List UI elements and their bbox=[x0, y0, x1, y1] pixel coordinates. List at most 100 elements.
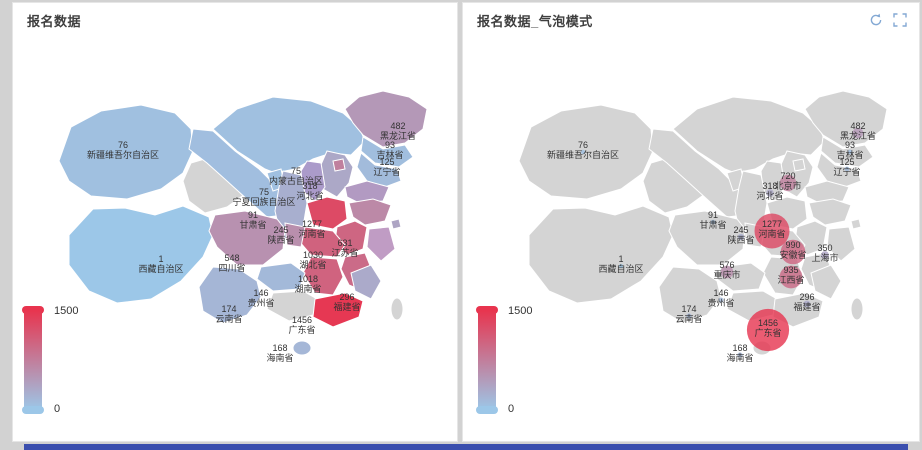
visualmap-gradient-bar[interactable] bbox=[24, 310, 42, 410]
map-label: 76 新疆维吾尔自治区 bbox=[87, 140, 159, 160]
map-region[interactable] bbox=[344, 180, 390, 204]
map-label: 318 河北省 bbox=[296, 181, 323, 201]
map-region[interactable] bbox=[332, 158, 346, 172]
map-region[interactable] bbox=[792, 158, 806, 172]
page-title: 报名数据 bbox=[27, 14, 82, 29]
map-region[interactable] bbox=[198, 266, 262, 324]
map-bubble[interactable] bbox=[779, 265, 803, 289]
map-region[interactable] bbox=[350, 264, 382, 300]
map-bubble[interactable] bbox=[754, 213, 790, 249]
map-label: 245 陕西省 bbox=[727, 225, 754, 245]
visualmap-handle-bottom[interactable] bbox=[476, 406, 498, 414]
map-label: 548 四川省 bbox=[218, 253, 245, 273]
visualmap-max-label: 1500 bbox=[508, 305, 533, 317]
map-label: 174 云南省 bbox=[675, 304, 702, 324]
map-label: 935 江西省 bbox=[777, 265, 804, 285]
visualmap-handle-bottom[interactable] bbox=[22, 406, 44, 414]
map-region[interactable] bbox=[820, 136, 874, 168]
map-bubble[interactable] bbox=[821, 251, 829, 259]
map-region[interactable] bbox=[312, 292, 364, 328]
map-region[interactable] bbox=[68, 205, 214, 304]
map-label: 1456 广东省 bbox=[754, 318, 781, 338]
map-bubble[interactable] bbox=[619, 264, 623, 268]
map-label: 350 上海市 bbox=[811, 243, 838, 263]
map-region[interactable] bbox=[390, 218, 402, 230]
map-label: 1030 湖北省 bbox=[299, 250, 326, 270]
map-label: 76 新疆维吾尔自治区 bbox=[547, 140, 619, 160]
next-section-edge-bar bbox=[24, 444, 908, 450]
visualmap-legend[interactable]: 1500 0 bbox=[22, 305, 104, 428]
visualmap-min-label: 0 bbox=[508, 403, 515, 415]
map-bubble[interactable] bbox=[847, 149, 853, 155]
map-label: 93 吉林省 bbox=[836, 140, 863, 160]
map-bubble[interactable] bbox=[737, 233, 745, 241]
map-bubble[interactable] bbox=[779, 174, 797, 192]
map-label: 91 甘肃省 bbox=[699, 210, 726, 230]
map-bubble[interactable] bbox=[720, 265, 734, 279]
map-region[interactable] bbox=[344, 90, 428, 148]
bubble-chart-panel: 报名数据_气泡模式 76 新疆维吾尔自治区 1 西藏自治区 91 甘肃省 482 黑龙江省 93… bbox=[462, 2, 920, 442]
map-region[interactable] bbox=[850, 218, 862, 230]
page-title-bubble: 报名数据_气泡模式 bbox=[477, 14, 593, 29]
map-label: 990 安徽省 bbox=[779, 240, 806, 260]
map-bubble[interactable] bbox=[746, 308, 790, 352]
map-region[interactable] bbox=[850, 297, 864, 321]
map-bubble[interactable] bbox=[737, 352, 743, 358]
map-region[interactable] bbox=[390, 297, 404, 321]
map-region[interactable] bbox=[816, 152, 862, 188]
map-label: 720 北京市 bbox=[774, 171, 801, 191]
visualmap-max-label: 1500 bbox=[54, 305, 79, 317]
map-bubble[interactable] bbox=[780, 239, 806, 265]
map-label: 1277 河南省 bbox=[758, 219, 785, 239]
map-region[interactable] bbox=[306, 196, 348, 230]
visualmap-gradient-bar[interactable] bbox=[478, 310, 496, 410]
map-region[interactable] bbox=[810, 264, 842, 300]
map-region[interactable] bbox=[356, 152, 402, 188]
map-bubble[interactable] bbox=[686, 313, 692, 319]
map-region[interactable] bbox=[528, 205, 674, 304]
map-label: 245 陕西省 bbox=[267, 225, 294, 245]
map-label: 576 重庆市 bbox=[713, 260, 740, 280]
map-bubble[interactable] bbox=[718, 297, 724, 303]
choropleth-chart-panel: 报名数据 76 新疆维吾尔自治区 1 西藏自治区 91 甘肃省 75 内蒙古自治区 75 宁夏回族… bbox=[12, 2, 458, 442]
map-region[interactable] bbox=[804, 90, 888, 148]
map-region[interactable] bbox=[360, 136, 414, 168]
map-region[interactable] bbox=[284, 222, 306, 248]
map-label: 91 甘肃省 bbox=[239, 210, 266, 230]
map-label: 482 黑龙江省 bbox=[380, 121, 416, 141]
map-region[interactable] bbox=[658, 266, 722, 324]
map-region[interactable] bbox=[348, 198, 392, 226]
map-label: 1456 广东省 bbox=[288, 315, 315, 335]
map-region[interactable] bbox=[366, 226, 396, 262]
map-region[interactable] bbox=[256, 262, 306, 292]
refresh-icon[interactable] bbox=[869, 13, 883, 27]
map-label: 168 海南省 bbox=[266, 343, 293, 363]
map-label: 93 吉林省 bbox=[376, 140, 403, 160]
map-label: 1277 河南省 bbox=[298, 219, 325, 239]
map-label: 125 辽宁省 bbox=[833, 157, 860, 177]
map-bubble[interactable] bbox=[710, 219, 716, 225]
map-label: 631 江苏省 bbox=[331, 238, 358, 258]
map-bubble[interactable] bbox=[766, 189, 774, 197]
visualmap-legend[interactable]: 1500 0 bbox=[476, 305, 558, 428]
map-bubble[interactable] bbox=[580, 149, 586, 155]
map-bubble[interactable] bbox=[844, 166, 850, 172]
fullscreen-icon[interactable] bbox=[893, 13, 907, 27]
map-region[interactable] bbox=[826, 226, 856, 262]
map-bubble[interactable] bbox=[852, 127, 864, 139]
map-label: 296 福建省 bbox=[793, 292, 820, 312]
map-label: 168 海南省 bbox=[726, 343, 753, 363]
map-bubble[interactable] bbox=[803, 300, 811, 308]
map-region[interactable] bbox=[292, 340, 312, 356]
map-label: 146 贵州省 bbox=[707, 288, 734, 308]
map-region[interactable] bbox=[804, 180, 850, 204]
map-region[interactable] bbox=[668, 210, 746, 266]
map-region[interactable] bbox=[208, 210, 286, 266]
map-label: 146 贵州省 bbox=[247, 288, 274, 308]
map-label: 125 辽宁省 bbox=[373, 157, 400, 177]
map-label: 75 宁夏回族自治区 bbox=[232, 187, 295, 207]
map-region[interactable] bbox=[808, 198, 852, 226]
map-label: 1018 湖南省 bbox=[294, 274, 321, 294]
